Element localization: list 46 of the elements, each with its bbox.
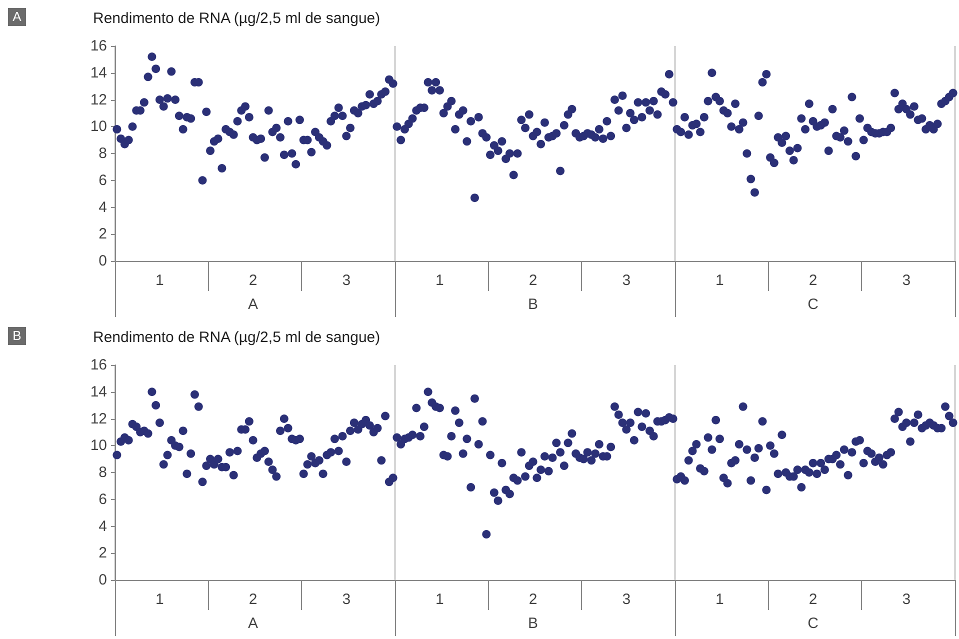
y-tick-label: 8 [98, 145, 107, 162]
x-tick-label: 2 [528, 591, 538, 608]
y-tick-label: 10 [90, 437, 107, 454]
x-tick-label: 3 [902, 272, 911, 289]
y-tick-label: 0 [98, 572, 107, 588]
y-tick-label: 16 [90, 356, 107, 374]
x-tick-label: 2 [808, 591, 818, 608]
x-tick-label: 3 [342, 591, 351, 608]
text: A [248, 615, 258, 632]
x-tick-label: 1 [156, 591, 164, 608]
x-tick-label: 3 [622, 272, 631, 289]
chart-title: Rendimento de RNA (µg/2,5 ml de sangue) [93, 329, 380, 346]
y-tick-label: 12 [90, 410, 107, 428]
y-tick-label: 14 [90, 64, 107, 82]
y-tick-label: 2 [98, 544, 107, 562]
text: B [528, 296, 538, 313]
x-tick-label: 2 [248, 591, 258, 608]
y-tick-label: 12 [90, 91, 107, 108]
chart-title: Rendimento de RNA (µg/2,5 ml de sangue) [93, 10, 380, 27]
y-tick-label: 6 [98, 490, 107, 508]
y-tick-label: 4 [98, 518, 107, 535]
y-tick-label: 14 [90, 383, 107, 400]
x-tick-label: 1 [436, 591, 444, 608]
x-tick-label: 3 [342, 272, 351, 289]
text: A [248, 296, 258, 313]
text: B [528, 615, 538, 632]
x-tick-label: 1 [716, 591, 724, 608]
x-tick-label: 1 [716, 272, 724, 289]
text: A [8, 8, 26, 26]
y-tick-label: 4 [98, 198, 107, 216]
x-tick-label: 1 [436, 272, 444, 289]
y-tick-label: 8 [98, 464, 107, 481]
x-tick-label: 2 [248, 272, 258, 289]
x-tick-label: 3 [622, 591, 631, 608]
x-tick-label: 2 [528, 272, 538, 289]
x-tick-label: 2 [808, 272, 818, 289]
text: C [808, 615, 819, 632]
x-tick-label: 1 [156, 272, 164, 289]
y-tick-label: 16 [90, 38, 107, 54]
y-tick-label: 0 [98, 252, 107, 270]
y-tick-label: 2 [98, 226, 107, 243]
text: C [808, 296, 819, 313]
x-tick-label: 3 [902, 591, 911, 608]
text: B [8, 327, 26, 345]
y-tick-label: 10 [90, 118, 107, 136]
y-tick-label: 6 [98, 172, 107, 189]
